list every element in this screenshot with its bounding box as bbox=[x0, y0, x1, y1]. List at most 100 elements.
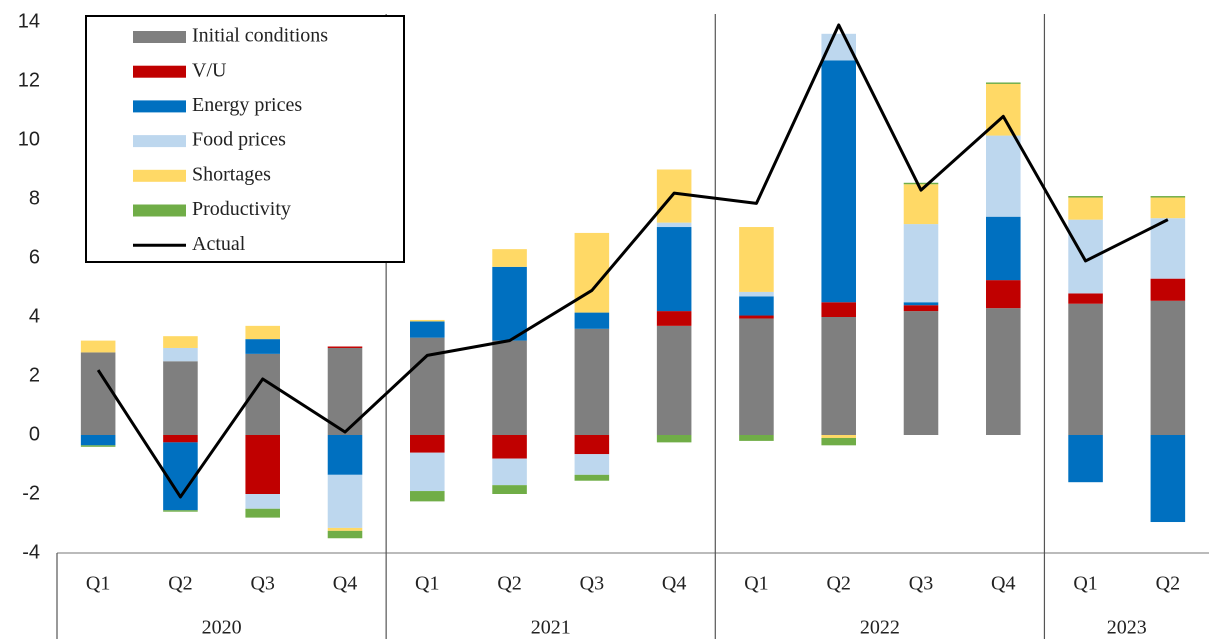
bar-segment bbox=[492, 435, 527, 459]
x-tick-label: Q4 bbox=[662, 573, 686, 595]
bar-segment bbox=[986, 216, 1021, 281]
bar-segment bbox=[739, 227, 774, 292]
x-tick-label: Q2 bbox=[168, 573, 192, 595]
bar-segment bbox=[986, 135, 1021, 217]
bar-segment bbox=[327, 435, 363, 475]
bar-segment bbox=[821, 60, 856, 303]
legend: Initial conditions V/U Energy prices Food p… bbox=[85, 15, 405, 263]
bar-segment bbox=[903, 305, 939, 312]
bar-segment bbox=[410, 452, 445, 492]
bar-segment bbox=[163, 361, 198, 435]
legend-swatch bbox=[133, 100, 186, 113]
bar-segment bbox=[1068, 197, 1103, 220]
x-tick-label: Q3 bbox=[580, 573, 604, 595]
y-tick-label: -2 bbox=[22, 482, 40, 504]
y-tick-label: 10 bbox=[18, 128, 40, 150]
bar-segment bbox=[410, 491, 445, 502]
bar-segment bbox=[903, 302, 939, 306]
bar-segment bbox=[903, 311, 939, 435]
actual-line bbox=[96, 23, 1169, 499]
y-tick-label: -4 bbox=[22, 541, 40, 563]
y-tick-label: 14 bbox=[18, 10, 40, 32]
x-tick-label: Q3 bbox=[250, 573, 274, 595]
legend-label: Actual bbox=[192, 233, 246, 255]
bar-segment bbox=[574, 328, 610, 435]
bar-segment bbox=[574, 312, 610, 329]
bar-segment bbox=[1068, 303, 1103, 435]
x-tick-label: Q4 bbox=[333, 573, 357, 595]
bar-segment bbox=[1150, 196, 1186, 198]
bar-segment bbox=[80, 352, 116, 435]
legend-label: V/U bbox=[192, 59, 227, 81]
bar-segment bbox=[739, 291, 774, 297]
legend-label: Energy prices bbox=[192, 94, 302, 116]
x-tick-label: Q1 bbox=[1073, 573, 1097, 595]
x-tick-label: Q2 bbox=[497, 573, 521, 595]
bar-segment bbox=[1068, 435, 1103, 483]
group-label: 2022 bbox=[860, 617, 900, 639]
bar-segment bbox=[656, 227, 692, 312]
bar-segment bbox=[163, 435, 198, 443]
bar-segment bbox=[986, 280, 1021, 309]
bar-segment bbox=[492, 458, 527, 486]
x-tick-label: Q1 bbox=[744, 573, 768, 595]
bar-segment bbox=[1150, 278, 1186, 301]
bar-segment bbox=[163, 347, 198, 362]
bar-segment bbox=[80, 435, 116, 446]
bar-segment bbox=[1150, 435, 1186, 523]
y-tick-label: 4 bbox=[29, 305, 40, 327]
bar-segment bbox=[739, 296, 774, 316]
bar-segment bbox=[163, 336, 198, 348]
legend-swatch bbox=[133, 65, 186, 78]
x-tick-label: Q2 bbox=[1156, 573, 1180, 595]
bar-segment bbox=[821, 435, 856, 438]
group-label: 2023 bbox=[1107, 617, 1147, 639]
group-label: 2021 bbox=[531, 617, 571, 639]
bar-segment bbox=[1150, 218, 1186, 279]
bar-segment bbox=[739, 318, 774, 435]
bar-segment bbox=[80, 445, 116, 447]
bar-segment bbox=[821, 437, 856, 446]
x-tick-label: Q4 bbox=[991, 573, 1015, 595]
bar-segment bbox=[739, 435, 774, 441]
legend-swatch bbox=[133, 135, 186, 148]
bar-segment bbox=[492, 266, 527, 341]
y-tick-label: 2 bbox=[29, 364, 40, 386]
x-tick-label: Q1 bbox=[86, 573, 110, 595]
bar-segment bbox=[327, 474, 363, 528]
legend-swatch bbox=[133, 204, 186, 217]
bar-segment bbox=[986, 308, 1021, 435]
x-tick-label: Q1 bbox=[415, 573, 439, 595]
bar-segment bbox=[80, 340, 116, 353]
legend-swatch bbox=[133, 31, 186, 43]
group-label: 2020 bbox=[202, 617, 242, 639]
bar-segment bbox=[739, 315, 774, 319]
y-tick-label: 12 bbox=[18, 69, 40, 91]
bar-segment bbox=[245, 325, 280, 340]
y-tick-label: 6 bbox=[29, 246, 40, 268]
bar-segment bbox=[245, 494, 280, 509]
bar-segment bbox=[1150, 300, 1186, 435]
y-tick-label: 8 bbox=[29, 187, 40, 209]
bar-segment bbox=[903, 224, 939, 303]
bar-segment bbox=[410, 321, 445, 338]
legend-label: Productivity bbox=[192, 198, 291, 220]
legend-label: Food prices bbox=[192, 129, 286, 151]
bar-segment bbox=[163, 442, 198, 511]
bar-segment bbox=[574, 232, 610, 313]
bar-segment bbox=[245, 508, 280, 518]
bar-segment bbox=[574, 454, 610, 475]
legend-swatch bbox=[133, 169, 186, 182]
bar-segment bbox=[656, 435, 692, 443]
x-tick-label: Q3 bbox=[909, 573, 933, 595]
y-tick-label: 0 bbox=[29, 423, 40, 445]
bar-segment bbox=[410, 319, 445, 322]
bar-segment bbox=[986, 82, 1021, 84]
x-tick-label: Q2 bbox=[826, 573, 850, 595]
bar-segment bbox=[656, 325, 692, 435]
bar-segment bbox=[1150, 197, 1186, 219]
bar-segment bbox=[656, 311, 692, 326]
legend-label: Shortages bbox=[192, 163, 271, 185]
bar-segment bbox=[574, 435, 610, 455]
